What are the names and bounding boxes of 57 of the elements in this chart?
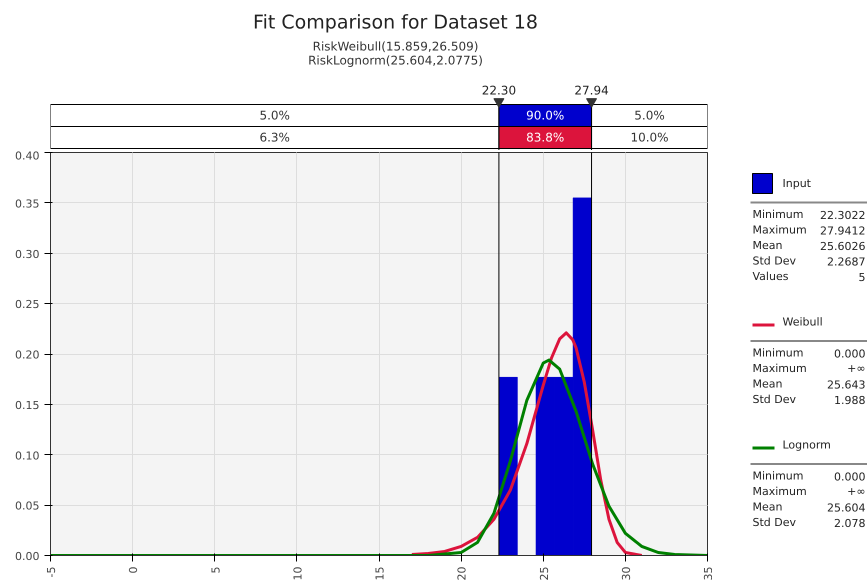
text: 2.078 (834, 517, 866, 530)
text: Minimum (752, 208, 804, 221)
text: Mean (752, 239, 782, 252)
text: Maximum (752, 224, 807, 236)
text: 83.8% (526, 130, 564, 144)
legend-label: Weibull (782, 316, 823, 328)
text: Minimum (752, 470, 804, 482)
text: 0.000 (834, 470, 866, 484)
text: Std Dev (752, 393, 797, 406)
ref-line-label: 27.94 (574, 84, 609, 98)
chart-subtitle: RiskWeibull(15.859,26.509) RiskLognorm(25.604,2.0775) (308, 40, 483, 68)
text: Values (752, 270, 789, 283)
y-tick-label: 0.15 (15, 398, 40, 412)
legend-label: Input (782, 177, 812, 190)
text: 27.9412 (820, 224, 866, 238)
text: 1.988 (834, 394, 866, 407)
text: 10.0% (630, 130, 669, 144)
text: 90.0% (526, 108, 564, 122)
text: +∞ (847, 362, 866, 375)
legend-label: Lognorm (782, 438, 831, 452)
x-tick-label: 35 (702, 566, 715, 580)
y-tick-label: 0.30 (15, 248, 40, 261)
text: Mean (752, 500, 782, 514)
x-tick-label: 10 (291, 566, 304, 580)
x-tick-label: -5 (45, 566, 58, 578)
text: Std Dev (752, 516, 797, 529)
text: 6.3% (259, 130, 290, 144)
text: Minimum (752, 346, 804, 360)
text: Maximum (752, 485, 807, 498)
text: 25.643 (827, 378, 866, 392)
chart-title: Fit Comparison for Dataset 18 (253, 12, 538, 34)
x-tick-label: 15 (374, 566, 386, 580)
y-tick-label: 0.10 (15, 449, 40, 462)
text: 5 (858, 271, 866, 284)
text: 25.6026 (820, 240, 866, 253)
text: 25.604 (827, 502, 866, 514)
text: 22.3022 (820, 209, 866, 222)
y-tick-label: 0.05 (15, 500, 40, 513)
y-tick-label: 0.20 (15, 348, 40, 362)
text: 0.000 (834, 348, 866, 360)
text: 5.0% (259, 108, 290, 122)
ref-line-label: 22.30 (482, 84, 516, 98)
x-tick-label: 5 (209, 566, 222, 574)
text: 5.0% (634, 108, 665, 122)
x-tick-label: 25 (538, 566, 551, 580)
text: +∞ (847, 485, 866, 498)
x-tick-label: 0 (127, 566, 140, 574)
y-tick-label: 0.35 (15, 197, 40, 210)
x-tick-label: 30 (620, 566, 633, 580)
y-tick-label: 0.40 (15, 150, 40, 162)
text: 2.2687 (827, 256, 866, 268)
text: Std Dev (752, 254, 797, 268)
text: Maximum (752, 362, 807, 375)
y-tick-label: 0.00 (15, 550, 40, 563)
y-tick-label: 0.25 (15, 298, 40, 312)
text: Mean (752, 378, 782, 390)
x-tick-label: 20 (456, 566, 469, 580)
